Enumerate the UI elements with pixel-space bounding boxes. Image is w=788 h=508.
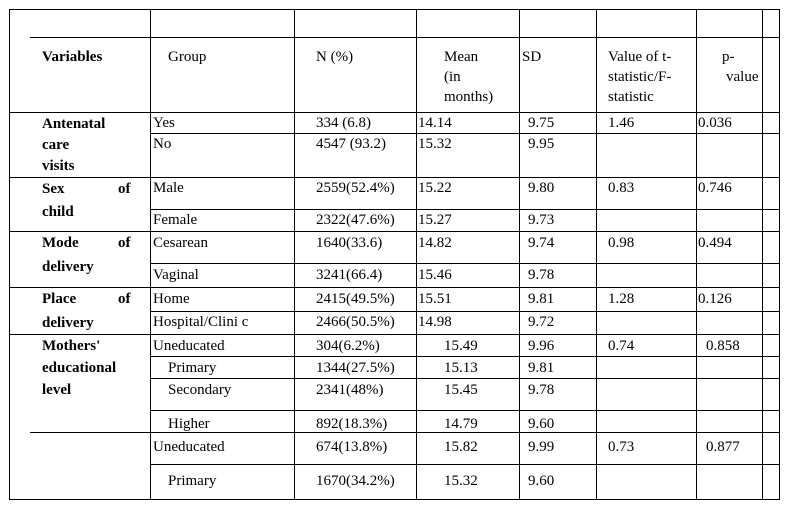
- variable-mode-word2: of: [118, 235, 131, 251]
- row-sd: 9.80: [528, 180, 555, 196]
- row-p: 0.746: [698, 180, 732, 196]
- row-mean: 15.51: [418, 291, 452, 307]
- row-stat: 0.83: [608, 180, 635, 196]
- row-group: Vaginal: [153, 267, 199, 283]
- variable-mode-word1: Mode: [42, 235, 79, 251]
- row-group: Uneducated: [153, 439, 225, 455]
- row-sd: 9.78: [528, 267, 555, 283]
- row-n: 2415(49.5%): [316, 291, 395, 307]
- variable-sex-word2: of: [118, 181, 131, 197]
- row-n: 3241(66.4): [316, 267, 383, 283]
- row-p: 0.036: [698, 115, 732, 131]
- row-sd: 9.60: [528, 473, 555, 489]
- header-p-line2: value: [726, 69, 759, 85]
- header-mean-line1: Mean: [444, 49, 479, 65]
- header-stat-line1: Value of t-: [608, 49, 672, 65]
- row-mean: 15.22: [418, 180, 452, 196]
- row-n: 304(6.2%): [316, 338, 380, 354]
- row-mean: 15.46: [418, 267, 452, 283]
- row-n: 334 (6.8): [316, 115, 371, 131]
- row-mean: 14.82: [418, 235, 452, 251]
- row-group: No: [153, 136, 172, 152]
- row-group: Primary: [168, 360, 217, 376]
- variable-antenatal-line1: Antenatal: [42, 116, 106, 132]
- row-group: Female: [153, 212, 198, 228]
- header-stat-line2: statistic/F-: [608, 69, 672, 85]
- row-sd: 9.75: [528, 115, 555, 131]
- header-mean-line3: months): [444, 89, 494, 105]
- variable-mothers-line1: Mothers': [42, 338, 101, 354]
- row-group: Male: [153, 180, 184, 196]
- row-p: 0.877: [706, 439, 740, 455]
- row-p: 0.494: [698, 235, 732, 251]
- row-sd: 9.81: [528, 291, 555, 307]
- row-n: 1344(27.5%): [316, 360, 395, 376]
- row-group: Home: [153, 291, 190, 307]
- header-sd: SD: [522, 49, 542, 65]
- row-n: 1640(33.6): [316, 235, 383, 251]
- row-group: Yes: [153, 115, 175, 131]
- row-stat: 1.28: [608, 291, 635, 307]
- row-sd: 9.78: [528, 382, 555, 398]
- row-p: 0.858: [706, 338, 740, 354]
- variable-place-word1: Place: [42, 291, 77, 307]
- row-sd: 9.72: [528, 314, 555, 330]
- row-sd: 9.73: [528, 212, 555, 228]
- row-group: Hospital/Clini c: [153, 314, 249, 330]
- variable-place-word2: of: [118, 291, 131, 307]
- variable-mode-line2: delivery: [42, 259, 94, 275]
- row-mean: 15.49: [444, 338, 478, 354]
- row-sd: 9.74: [528, 235, 555, 251]
- row-stat: 1.46: [608, 115, 635, 131]
- header-p-line1: p-: [722, 49, 735, 65]
- row-group: Uneducated: [153, 338, 225, 354]
- variable-mothers-line2: educational: [42, 360, 117, 376]
- variable-sex-line2: child: [42, 204, 74, 220]
- row-n: 892(18.3%): [316, 416, 388, 432]
- row-group: Secondary: [168, 382, 232, 398]
- header-stat-line3: statistic: [608, 89, 654, 105]
- row-n: 4547 (93.2): [316, 136, 386, 152]
- row-group: Cesarean: [153, 235, 208, 251]
- row-mean: 14.98: [418, 314, 452, 330]
- row-mean: 15.82: [444, 439, 478, 455]
- row-stat: 0.73: [608, 439, 635, 455]
- row-sd: 9.95: [528, 136, 555, 152]
- row-sd: 9.60: [528, 416, 555, 432]
- variable-mothers-line3: level: [42, 382, 72, 398]
- row-group: Primary: [168, 473, 217, 489]
- row-mean: 15.32: [444, 473, 478, 489]
- header-n-percent: N (%): [316, 49, 354, 65]
- variable-place-line2: delivery: [42, 315, 94, 331]
- row-sd: 9.99: [528, 439, 555, 455]
- row-mean: 15.32: [418, 136, 452, 152]
- header-group: Group: [168, 49, 207, 65]
- row-stat: 0.74: [608, 338, 635, 354]
- row-p: 0.126: [698, 291, 732, 307]
- row-n: 2322(47.6%): [316, 212, 395, 228]
- row-n: 2341(48%): [316, 382, 384, 398]
- header-mean-line2: (in: [444, 69, 461, 85]
- row-mean: 15.27: [418, 212, 452, 228]
- row-n: 2559(52.4%): [316, 180, 395, 196]
- variable-antenatal-line3: visits: [42, 158, 75, 174]
- row-mean: 14.14: [418, 115, 452, 131]
- row-sd: 9.96: [528, 338, 555, 354]
- row-stat: 0.98: [608, 235, 635, 251]
- row-n: 1670(34.2%): [316, 473, 395, 489]
- row-mean: 15.45: [444, 382, 478, 398]
- row-n: 2466(50.5%): [316, 314, 395, 330]
- variable-antenatal-line2: care: [42, 137, 70, 153]
- row-n: 674(13.8%): [316, 439, 388, 455]
- row-sd: 9.81: [528, 360, 555, 376]
- row-mean: 15.13: [444, 360, 478, 376]
- row-group: Higher: [168, 416, 210, 432]
- variable-sex-word1: Sex: [42, 181, 65, 197]
- row-mean: 14.79: [444, 416, 478, 432]
- header-variables: Variables: [42, 49, 103, 65]
